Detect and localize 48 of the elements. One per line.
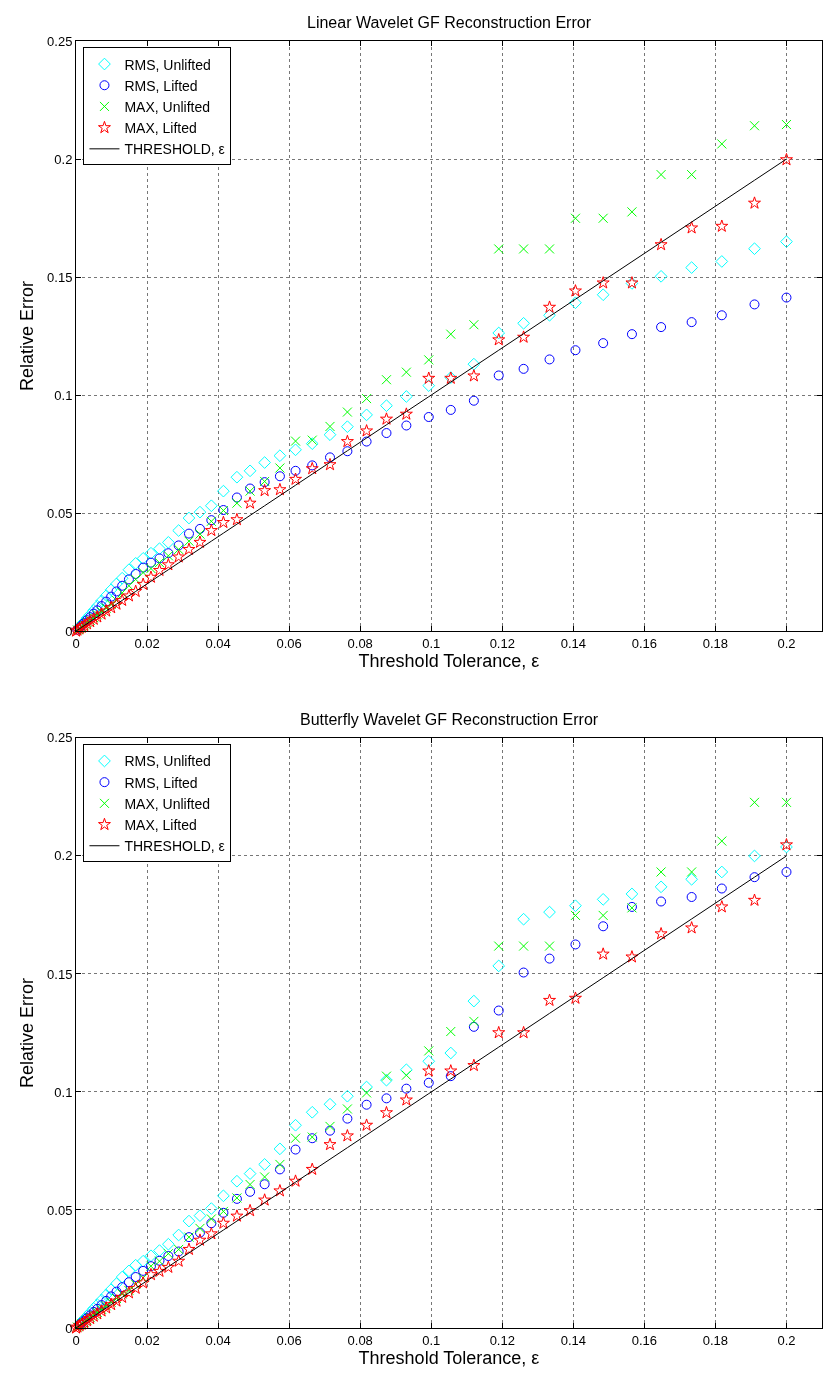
legend-label: MAX, Lifted <box>124 817 197 834</box>
legend-label: MAX, Unlifted <box>124 98 211 115</box>
y-tick-label: 0.1 <box>54 1084 73 1100</box>
legend-label: THRESHOLD, ε <box>124 838 225 855</box>
legend-label: RMS, Unlifted <box>124 56 211 73</box>
y-axis-title: Relative Error <box>17 281 38 392</box>
x-tick-label: 0.14 <box>560 635 586 651</box>
x-tick-label: 0.08 <box>347 635 373 651</box>
x-tick-label: 0.1 <box>422 635 441 651</box>
legend-label: MAX, Lifted <box>124 120 197 137</box>
y-tick-label: 0.05 <box>47 505 73 521</box>
legend-label: MAX, Unlifted <box>124 795 211 812</box>
x-tick-label: 0.02 <box>134 635 160 651</box>
y-tick-label: 0.15 <box>47 966 73 982</box>
x-tick-label: 0.2 <box>777 635 796 651</box>
x-axis-title: Threshold Tolerance, ε <box>358 650 540 671</box>
x-tick-label: 0.18 <box>702 1332 729 1348</box>
x-tick-label: 0.1 <box>422 1332 441 1348</box>
y-axis-title: Relative Error <box>17 977 38 1088</box>
x-tick-label: 0.08 <box>347 1332 373 1348</box>
legend-label: RMS, Lifted <box>124 77 198 94</box>
x-axis-title: Threshold Tolerance, ε <box>358 1347 540 1368</box>
y-tick-label: 0.05 <box>47 1202 73 1218</box>
y-tick-label: 0.25 <box>47 730 73 746</box>
y-tick-label: 0.2 <box>54 848 73 864</box>
y-tick-label: 0.15 <box>47 269 73 285</box>
x-tick-label: 0.06 <box>276 1332 302 1348</box>
y-tick-label: 0.25 <box>47 33 73 49</box>
x-tick-label: 0.04 <box>205 1332 231 1348</box>
legend-label: THRESHOLD, ε <box>124 141 225 158</box>
x-tick-label: 0.04 <box>205 635 231 651</box>
y-tick-label: 0.2 <box>54 151 73 167</box>
legend-label: RMS, Lifted <box>124 774 198 791</box>
y-tick-label: 0 <box>65 1320 73 1336</box>
x-tick-label: 0.14 <box>560 1332 586 1348</box>
x-tick-label: 0.18 <box>702 635 729 651</box>
x-tick-label: 0.16 <box>631 1332 658 1348</box>
y-tick-label: 0 <box>65 623 73 639</box>
x-tick-label: 0.12 <box>489 1332 515 1348</box>
chart-title: Butterfly Wavelet GF Reconstruction Error <box>300 711 599 728</box>
chart-title: Linear Wavelet GF Reconstruction Error <box>307 14 592 31</box>
x-tick-label: 0.02 <box>134 1332 160 1348</box>
x-tick-label: 0.16 <box>631 635 658 651</box>
y-tick-label: 0.1 <box>54 387 73 403</box>
x-tick-label: 0.06 <box>276 635 302 651</box>
legend-label: RMS, Unlifted <box>124 753 211 770</box>
x-tick-label: 0.2 <box>777 1332 796 1348</box>
x-tick-label: 0.12 <box>489 635 515 651</box>
